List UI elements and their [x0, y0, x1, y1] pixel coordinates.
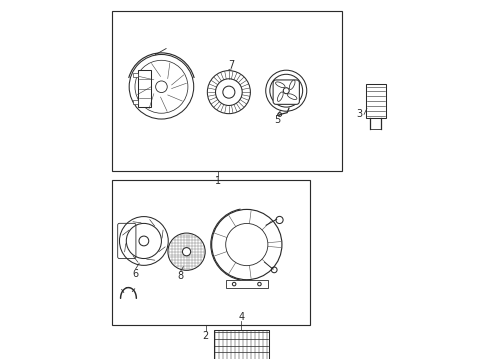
Bar — [112, 12, 342, 171]
Ellipse shape — [275, 82, 285, 87]
Circle shape — [139, 236, 149, 246]
Bar — [133, 73, 138, 77]
Circle shape — [223, 86, 235, 98]
Text: 6: 6 — [133, 269, 139, 279]
Ellipse shape — [288, 94, 297, 99]
Circle shape — [156, 81, 167, 93]
Text: 4: 4 — [238, 312, 245, 322]
FancyBboxPatch shape — [273, 80, 299, 104]
Bar — [366, 84, 386, 118]
Text: 2: 2 — [202, 331, 209, 341]
Bar — [138, 70, 151, 107]
Bar — [133, 100, 138, 104]
Text: 3: 3 — [356, 109, 362, 120]
Bar — [112, 180, 310, 325]
Bar — [214, 330, 269, 360]
FancyBboxPatch shape — [118, 223, 136, 258]
Circle shape — [232, 282, 236, 286]
Text: 5: 5 — [274, 115, 280, 125]
Ellipse shape — [289, 80, 295, 90]
Text: 7: 7 — [229, 59, 235, 69]
Circle shape — [283, 88, 289, 94]
Ellipse shape — [277, 92, 283, 102]
Circle shape — [258, 282, 261, 286]
Text: 8: 8 — [177, 271, 184, 281]
Text: 1: 1 — [215, 176, 221, 186]
Circle shape — [182, 248, 191, 256]
Bar — [226, 280, 268, 288]
